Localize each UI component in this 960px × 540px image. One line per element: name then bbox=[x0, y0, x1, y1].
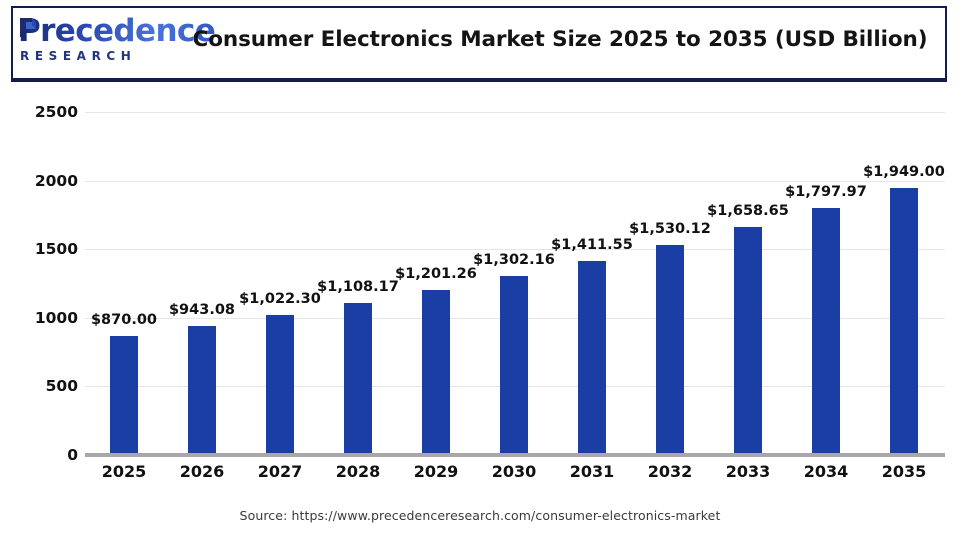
bar-value-label: $1,658.65 bbox=[707, 203, 789, 220]
y-axis-tick-label: 500 bbox=[45, 377, 78, 396]
bar-group: $1,108.17 bbox=[317, 112, 399, 455]
y-axis-tick-label: 1000 bbox=[34, 308, 78, 327]
bar-group: $943.08 bbox=[163, 112, 241, 455]
y-axis: 0 500 1000 1500 2000 2500 bbox=[0, 103, 78, 464]
y-axis-tick-label: 2500 bbox=[34, 103, 78, 121]
bar[interactable] bbox=[500, 276, 528, 455]
bar[interactable] bbox=[110, 335, 138, 455]
logo-subtext: RESEARCH bbox=[20, 49, 137, 63]
gridline bbox=[85, 112, 945, 113]
x-axis-tick-label: 2027 bbox=[257, 462, 303, 481]
logo-wordmark: Precedence bbox=[18, 13, 216, 49]
bar-value-label: $1,201.26 bbox=[395, 266, 477, 283]
x-axis-tick-label: 2030 bbox=[491, 462, 537, 481]
bar[interactable] bbox=[656, 245, 684, 455]
bar-value-label: $1,108.17 bbox=[317, 278, 399, 295]
bar-group: $1,022.30 bbox=[239, 112, 321, 455]
plot-area: $870.00 $943.08 $1,022.30 $1,108.17 $1,201.2… bbox=[85, 112, 945, 456]
x-axis-tick-label: 2028 bbox=[335, 462, 381, 481]
bar-group: $1,201.26 bbox=[395, 112, 477, 455]
x-axis-tick-label: 2029 bbox=[413, 462, 459, 481]
bar-group: $1,797.97 bbox=[785, 112, 867, 455]
bar[interactable] bbox=[578, 261, 606, 455]
x-axis-tick-label: 2026 bbox=[179, 462, 225, 481]
header-divider bbox=[11, 78, 947, 82]
source-caption: Source: https://www.precedenceresearch.c… bbox=[239, 508, 721, 523]
y-axis-tick-label: 1500 bbox=[34, 240, 78, 259]
bar-group: $1,411.55 bbox=[551, 112, 633, 455]
x-axis-tick-label: 2035 bbox=[881, 462, 927, 481]
bar[interactable] bbox=[344, 302, 372, 455]
gridline bbox=[85, 249, 945, 251]
x-axis-tick-label: 2032 bbox=[647, 462, 693, 481]
x-axis: 2025 2026 2027 2028 2029 2030 2031 2032 2033 2034… bbox=[85, 462, 945, 486]
bar-group: $870.00 bbox=[85, 112, 163, 455]
bar[interactable] bbox=[266, 314, 294, 455]
bar-group: $1,949.00 bbox=[863, 112, 945, 455]
precedence-cube-icon bbox=[20, 18, 36, 37]
bar-value-label: $870.00 bbox=[90, 311, 158, 328]
bar-group: $1,530.12 bbox=[629, 112, 711, 455]
precedence-research-logo: Precedence RESEARCH bbox=[12, 14, 216, 66]
bar-value-label: $1,949.00 bbox=[863, 163, 945, 180]
bar-value-label: $1,411.55 bbox=[551, 237, 633, 254]
page-title: Consumer Electronics Market Size 2025 to… bbox=[192, 27, 928, 52]
gridline bbox=[85, 180, 945, 182]
x-axis-tick-label: 2031 bbox=[569, 462, 615, 481]
bar[interactable] bbox=[422, 290, 450, 455]
bar[interactable] bbox=[734, 227, 762, 455]
y-axis-tick-label: 2000 bbox=[34, 171, 78, 190]
bar[interactable] bbox=[812, 208, 840, 455]
bar-value-label: $1,022.30 bbox=[239, 290, 321, 307]
bar-group: $1,302.16 bbox=[473, 112, 555, 455]
header-frame bbox=[11, 6, 947, 82]
x-axis-tick-label: 2033 bbox=[725, 462, 771, 481]
bar-group: $1,658.65 bbox=[707, 112, 789, 455]
x-axis-baseline bbox=[85, 453, 945, 457]
bar-value-label: $1,530.12 bbox=[629, 221, 711, 238]
bar-value-label: $1,797.97 bbox=[785, 184, 867, 201]
bar-value-label: $1,302.16 bbox=[473, 252, 555, 269]
bar-value-label: $943.08 bbox=[168, 301, 236, 318]
bar[interactable] bbox=[890, 187, 918, 455]
bar[interactable] bbox=[188, 325, 216, 455]
x-axis-tick-label: 2025 bbox=[101, 462, 147, 481]
y-axis-tick-label: 0 bbox=[67, 446, 78, 464]
x-axis-tick-label: 2034 bbox=[803, 462, 849, 481]
